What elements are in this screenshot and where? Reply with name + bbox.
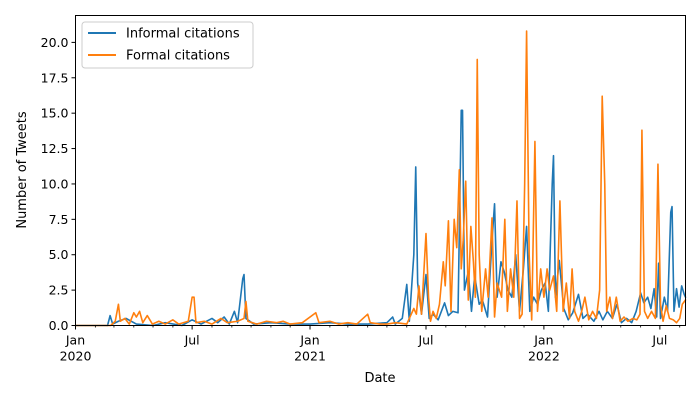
y-axis-title: Number of Tweets [15, 111, 30, 229]
x-tick-label: Jul [184, 333, 200, 348]
series-line-formal [74, 30, 687, 327]
y-tick-label: 7.5 [49, 212, 69, 227]
y-tick-label: 0.0 [49, 318, 69, 333]
x-tick-label: Jul [651, 333, 667, 348]
x-tick-label: Jan [65, 333, 85, 348]
y-tick-label: 5.0 [49, 247, 69, 262]
y-tick-label: 20.0 [41, 35, 69, 50]
x-tick-label: Jan [299, 333, 319, 348]
x-axis-title: Date [364, 371, 395, 386]
y-tick-label: 2.5 [49, 283, 69, 298]
y-axis: 0.0 2.5 5.0 7.5 10.0 12.5 15.0 17.5 20.0 [41, 35, 76, 333]
legend-box [81, 21, 254, 69]
x-tick-year-label: 2020 [60, 349, 92, 364]
y-tick-label: 15.0 [41, 106, 69, 121]
y-tick-label: 12.5 [41, 141, 69, 156]
legend-label-formal: Formal citations [126, 49, 230, 64]
x-tick-label: Jul [417, 333, 433, 348]
series-layer [74, 30, 687, 327]
y-tick-label: 10.0 [41, 176, 69, 191]
x-tick-label: Jan [533, 333, 553, 348]
x-tick-year-label: 2022 [528, 349, 560, 364]
legend: Informal citations Formal citations [81, 21, 254, 69]
y-tick-label: 17.5 [41, 70, 69, 85]
legend-label-informal: Informal citations [126, 27, 240, 42]
x-tick-year-label: 2021 [294, 349, 326, 364]
plot-frame [75, 15, 686, 326]
